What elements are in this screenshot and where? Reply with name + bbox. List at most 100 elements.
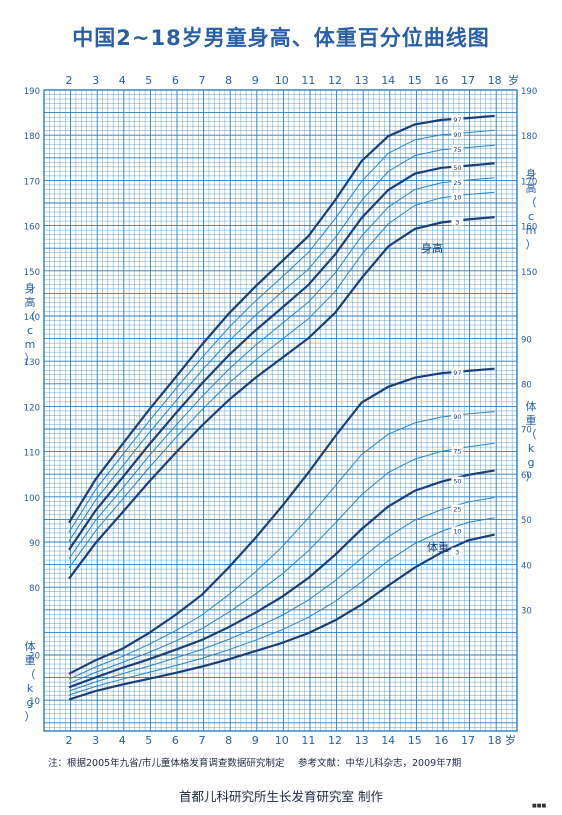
x-tick-top: 12: [328, 74, 342, 87]
height-axis-label-left-char: （: [25, 310, 36, 323]
x-tick-bottom: 18: [488, 734, 502, 747]
height-tick-left: 140: [24, 313, 40, 323]
height-label-p75: 75: [453, 146, 461, 154]
weight-label-bg: [451, 547, 464, 556]
weight-label-p10: 10: [453, 527, 461, 535]
height-tick-right: 160: [521, 223, 537, 233]
height-axis-label-right-char: c: [528, 210, 534, 223]
height-tick-left: 190: [24, 87, 40, 97]
x-tick-bottom: 6: [172, 734, 179, 747]
height-label-p3: 3: [455, 219, 459, 227]
height-tick-right: 190: [521, 87, 537, 97]
weight-axis-label-left-char: 重: [25, 653, 36, 667]
x-tick-bottom: 2: [66, 734, 73, 747]
weight-label-p25: 25: [453, 506, 461, 514]
x-tick-bottom: 12: [328, 734, 342, 747]
height-curve-p25: [68, 177, 495, 560]
weight-curve-label: 体重: [427, 540, 449, 554]
weight-axis-label-right-char: 体: [526, 399, 537, 413]
weight-axis-label-right-char: ）: [526, 470, 537, 483]
height-axis-label-right-char: （: [526, 196, 537, 209]
height-tick-right: 170: [521, 177, 537, 187]
x-tick-top: 11: [301, 74, 315, 87]
weight-axis-label-left-char: 体: [25, 639, 36, 653]
height-tick-left: 110: [24, 449, 40, 459]
weight-axis-label-left-char: k: [27, 682, 34, 695]
x-tick-top: 17: [461, 74, 475, 87]
weight-tick-right: 50: [521, 516, 532, 526]
x-tick-top: 18: [488, 74, 502, 87]
height-tick-right: 180: [521, 132, 537, 142]
height-label-bg: [451, 129, 464, 138]
height-curve-label: 身高: [421, 241, 443, 255]
x-tick-bottom: 13: [355, 734, 369, 747]
weight-label-p97: 97: [453, 369, 461, 377]
height-label-bg: [451, 144, 464, 153]
height-tick-left: 150: [24, 268, 40, 278]
x-tick-bottom: 5: [145, 734, 152, 747]
x-tick-top: 6: [172, 74, 179, 87]
height-label-p10: 10: [453, 194, 461, 202]
x-tick-top: 2: [66, 74, 73, 87]
height-axis-label-right-char: 身: [526, 167, 537, 181]
plot-frame: [43, 89, 518, 732]
weight-axis-label-left-char: ）: [25, 710, 36, 723]
height-curve-p10: [68, 191, 495, 569]
x-tick-bottom: 16: [434, 734, 448, 747]
x-tick-bottom: 17: [461, 734, 475, 747]
height-axis-label-right: 身高（cm）: [526, 167, 537, 251]
height-tick-left: 160: [24, 223, 40, 233]
height-label-bg: [451, 192, 464, 201]
weight-tick-right: 30: [521, 607, 532, 617]
height-axis-label-left-char: 身: [25, 281, 36, 295]
corner-mark: ■■■: [532, 803, 547, 809]
height-label-bg: [451, 217, 464, 226]
height-label-p25: 25: [453, 179, 461, 187]
x-tick-top: 4: [119, 74, 126, 87]
height-label-p97: 97: [453, 116, 461, 124]
weight-tick-right: 70: [521, 426, 532, 436]
x-tick-bottom: 10: [275, 734, 289, 747]
weight-axis-label-right: 体重（kg）: [526, 399, 537, 483]
height-curve-p3: [68, 216, 495, 580]
height-axis-label-right-char: 高: [526, 181, 537, 195]
height-tick-left: 80: [29, 584, 40, 594]
weight-axis-label-right-char: （: [526, 428, 537, 441]
height-tick-left: 170: [24, 177, 40, 187]
x-tick-top: 7: [199, 74, 206, 87]
height-axis-label-right-char: m: [526, 224, 537, 237]
weight-tick-left: 10: [29, 697, 40, 707]
height-curve-p90: [68, 129, 495, 533]
height-axis-label-left-char: c: [27, 324, 33, 337]
height-label-bg: [451, 114, 464, 123]
height-label-bg: [451, 177, 464, 186]
x-tick-bottom: 3: [92, 734, 99, 747]
x-tick-bottom: 4: [119, 734, 126, 747]
weight-label-bg: [451, 412, 464, 421]
weight-curve-p97: [68, 367, 495, 675]
height-tick-left: 130: [24, 358, 40, 368]
height-tick-left: 180: [24, 132, 40, 142]
x-tick-top: 14: [381, 74, 395, 87]
chart-title: 中国2~18岁男童身高、体重百分位曲线图: [72, 26, 490, 50]
x-unit-bottom: 岁: [505, 733, 516, 747]
height-curve-p50: [68, 162, 495, 551]
weight-axis-label-left-char: （: [25, 668, 36, 681]
x-tick-top: 8: [225, 74, 232, 87]
weight-label-bg: [451, 476, 464, 485]
weight-tick-right: 80: [521, 381, 532, 391]
weight-axis-label-right-char: 重: [526, 413, 537, 427]
x-tick-bottom: 15: [408, 734, 422, 747]
footer-note: 注：根据2005年九省/市儿童体格发育调查数据研究制定: [48, 758, 285, 769]
footer-maker: 首都儿科研究所生长发育研究室 制作: [179, 789, 383, 804]
footer-reference: 参考文献：中华儿科杂志，2009年7期: [298, 758, 462, 769]
curves: [68, 114, 495, 701]
height-label-p50: 50: [453, 164, 461, 172]
grid: [43, 89, 518, 732]
weight-curve-p25: [68, 497, 495, 692]
weight-label-bg: [451, 368, 464, 377]
weight-label-p50: 50: [453, 478, 461, 486]
height-tick-left: 100: [24, 494, 40, 504]
